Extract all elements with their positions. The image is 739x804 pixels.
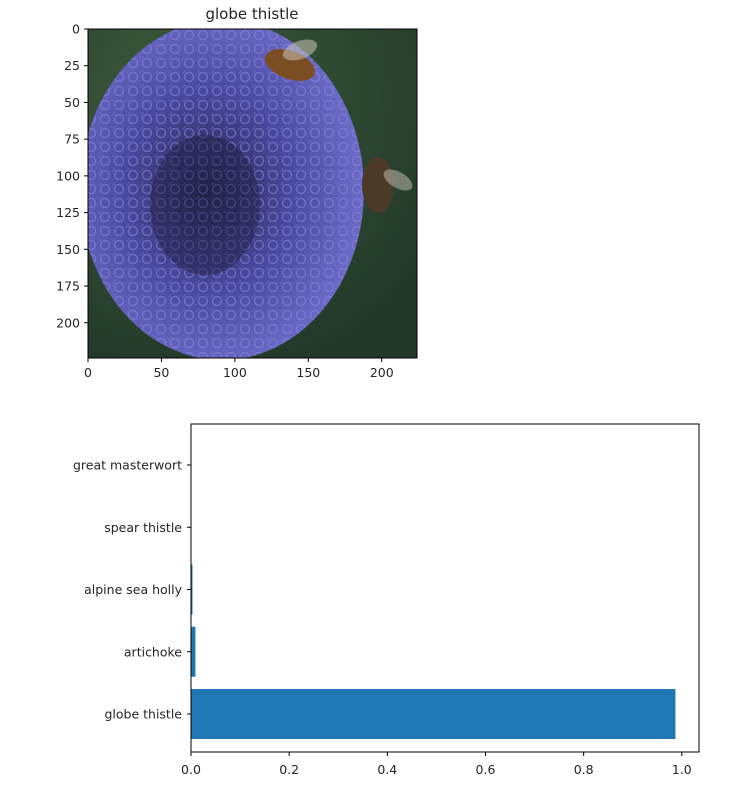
image-x-tick-label: 150 — [296, 365, 320, 380]
image-y-tick-label: 125 — [56, 205, 80, 220]
image-y-tick-label: 50 — [64, 95, 80, 110]
image-y-tick-label: 0 — [72, 22, 80, 37]
image-panel: globe thistle 0 25 50 75 100 125 150 175 200 0 50… — [56, 5, 418, 380]
bar-y-tick-label: artichoke — [124, 644, 182, 659]
image-x-tick-label: 200 — [370, 365, 394, 380]
image-x-tick-label: 100 — [223, 365, 247, 380]
bar-x-tick-label: 0.4 — [377, 762, 397, 777]
bars — [191, 440, 676, 739]
image-x-tick-label: 0 — [84, 365, 92, 380]
bar-x-ticks: 0.0 0.2 0.4 0.6 0.8 1.0 — [181, 752, 692, 777]
image-y-ticks: 0 25 50 75 100 125 150 175 200 — [56, 22, 88, 330]
flower-image — [88, 29, 417, 358]
image-y-tick-label: 25 — [64, 58, 80, 73]
bar-artichoke — [191, 626, 196, 677]
bar-y-tick-label: globe thistle — [104, 707, 182, 722]
image-y-tick-label: 75 — [64, 132, 80, 147]
bar-alpine-sea-holly — [191, 564, 193, 615]
bar-y-tick-label: alpine sea holly — [84, 582, 182, 597]
image-y-tick-label: 175 — [56, 279, 80, 294]
image-y-tick-label: 100 — [56, 168, 80, 183]
bar-globe-thistle — [191, 689, 676, 739]
bar-x-tick-label: 0.2 — [279, 762, 299, 777]
bar-y-tick-label: spear thistle — [104, 520, 182, 535]
image-y-tick-label: 150 — [56, 242, 80, 257]
image-y-tick-label: 200 — [56, 315, 80, 330]
image-frame — [87, 28, 418, 359]
image-x-ticks: 0 50 100 150 200 — [84, 358, 394, 380]
bar-chart-panel: globe thistle artichoke alpine sea holly sp… — [73, 423, 700, 777]
bar-x-tick-label: 1.0 — [672, 762, 692, 777]
image-x-tick-label: 50 — [153, 365, 169, 380]
bar-chart-frame — [190, 423, 700, 753]
bar-y-tick-label: great masterwort — [73, 458, 182, 473]
bar-x-tick-label: 0.0 — [181, 762, 201, 777]
bar-x-tick-label: 0.6 — [476, 762, 496, 777]
bar-y-ticks: globe thistle artichoke alpine sea holly sp… — [73, 458, 191, 722]
bar-x-tick-label: 0.8 — [574, 762, 594, 777]
image-title: globe thistle — [205, 5, 298, 23]
